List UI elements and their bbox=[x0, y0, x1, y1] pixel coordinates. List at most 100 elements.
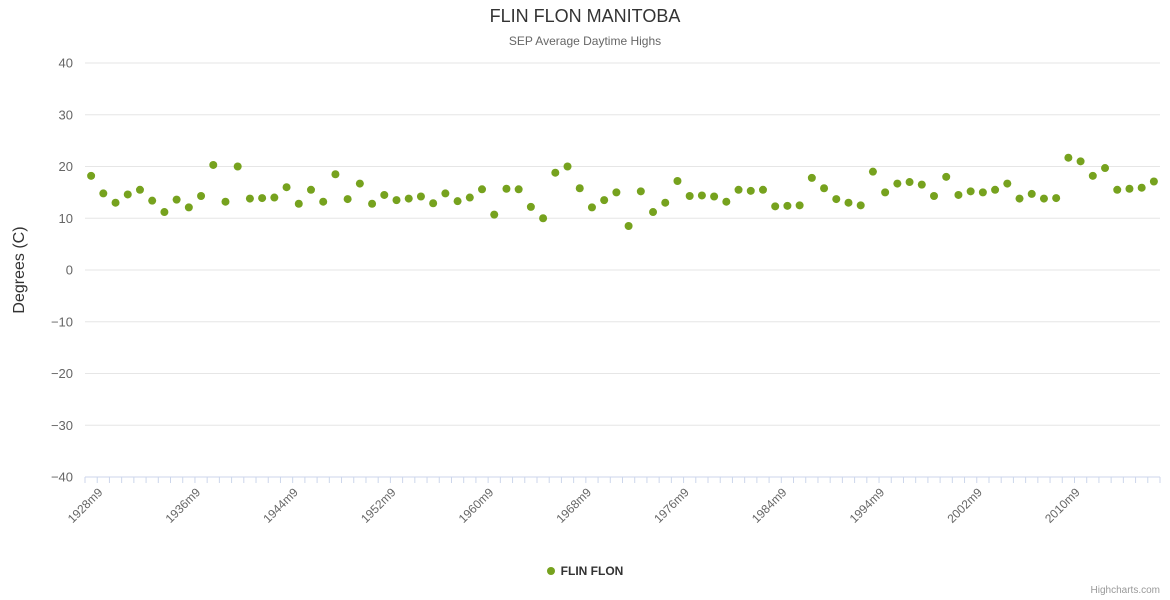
data-point[interactable] bbox=[930, 191, 939, 200]
data-point[interactable] bbox=[771, 202, 780, 211]
data-point[interactable] bbox=[624, 222, 633, 231]
data-point[interactable] bbox=[502, 184, 511, 193]
data-point[interactable] bbox=[197, 191, 206, 200]
data-point[interactable] bbox=[441, 189, 450, 198]
data-point[interactable] bbox=[148, 196, 157, 205]
data-point[interactable] bbox=[514, 185, 523, 194]
data-point[interactable] bbox=[893, 179, 902, 188]
credits-link[interactable]: Highcharts.com bbox=[1090, 585, 1160, 596]
data-point[interactable] bbox=[111, 198, 120, 207]
data-point[interactable] bbox=[355, 179, 364, 188]
data-point[interactable] bbox=[636, 187, 645, 196]
data-point[interactable] bbox=[221, 197, 230, 206]
data-point[interactable] bbox=[392, 196, 401, 205]
data-point[interactable] bbox=[746, 186, 755, 195]
data-point[interactable] bbox=[807, 173, 816, 182]
data-point[interactable] bbox=[758, 185, 767, 194]
y-axis-tick-label: 10 bbox=[59, 211, 73, 226]
y-axis-tick-label: −20 bbox=[51, 366, 73, 381]
data-point[interactable] bbox=[881, 188, 890, 197]
data-point[interactable] bbox=[343, 195, 352, 204]
legend-label: FLIN FLON bbox=[560, 564, 624, 578]
data-point[interactable] bbox=[795, 201, 804, 210]
data-point[interactable] bbox=[270, 193, 279, 202]
data-point[interactable] bbox=[685, 191, 694, 200]
data-point[interactable] bbox=[575, 184, 584, 193]
data-point[interactable] bbox=[1015, 194, 1024, 203]
data-point[interactable] bbox=[245, 194, 254, 203]
data-point[interactable] bbox=[99, 189, 108, 198]
data-point[interactable] bbox=[404, 194, 413, 203]
data-point[interactable] bbox=[331, 170, 340, 179]
data-point[interactable] bbox=[722, 197, 731, 206]
data-point[interactable] bbox=[306, 185, 315, 194]
data-point[interactable] bbox=[429, 199, 438, 208]
data-point[interactable] bbox=[123, 190, 132, 199]
data-point[interactable] bbox=[160, 208, 169, 217]
data-point[interactable] bbox=[209, 160, 218, 169]
data-point[interactable] bbox=[942, 172, 951, 181]
data-point[interactable] bbox=[380, 190, 389, 199]
data-point[interactable] bbox=[1039, 194, 1048, 203]
data-point[interactable] bbox=[612, 188, 621, 197]
data-point[interactable] bbox=[600, 196, 609, 205]
data-point[interactable] bbox=[368, 199, 377, 208]
data-point[interactable] bbox=[416, 192, 425, 201]
data-point[interactable] bbox=[282, 183, 291, 192]
data-point[interactable] bbox=[1088, 171, 1097, 180]
data-point[interactable] bbox=[184, 203, 193, 212]
data-point[interactable] bbox=[820, 184, 829, 193]
data-point[interactable] bbox=[1064, 153, 1073, 162]
data-point[interactable] bbox=[172, 195, 181, 204]
data-point[interactable] bbox=[539, 214, 548, 223]
data-point[interactable] bbox=[991, 185, 1000, 194]
data-point[interactable] bbox=[673, 176, 682, 185]
data-point[interactable] bbox=[905, 178, 914, 187]
data-point[interactable] bbox=[294, 199, 303, 208]
data-point[interactable] bbox=[917, 180, 926, 189]
data-point[interactable] bbox=[868, 167, 877, 176]
data-point[interactable] bbox=[587, 203, 596, 212]
data-point[interactable] bbox=[697, 191, 706, 200]
data-point[interactable] bbox=[1137, 183, 1146, 192]
data-point[interactable] bbox=[1113, 185, 1122, 194]
data-point[interactable] bbox=[87, 171, 96, 180]
data-point[interactable] bbox=[1052, 194, 1061, 203]
data-point[interactable] bbox=[649, 208, 658, 217]
legend-item[interactable]: FLIN FLON bbox=[0, 564, 1170, 578]
x-axis-tick-label: 1960m9 bbox=[456, 485, 497, 526]
data-point[interactable] bbox=[551, 168, 560, 177]
data-point[interactable] bbox=[233, 162, 242, 171]
data-point[interactable] bbox=[453, 197, 462, 206]
data-point[interactable] bbox=[478, 185, 487, 194]
data-point[interactable] bbox=[661, 198, 670, 207]
data-point[interactable] bbox=[319, 197, 328, 206]
data-point[interactable] bbox=[954, 190, 963, 199]
data-point[interactable] bbox=[258, 194, 267, 203]
data-point[interactable] bbox=[1076, 157, 1085, 166]
data-point[interactable] bbox=[832, 195, 841, 204]
data-point[interactable] bbox=[490, 210, 499, 219]
x-axis-tick-label: 1944m9 bbox=[260, 485, 301, 526]
data-point[interactable] bbox=[1125, 184, 1134, 193]
data-point[interactable] bbox=[734, 185, 743, 194]
data-point[interactable] bbox=[1003, 179, 1012, 188]
data-point[interactable] bbox=[563, 162, 572, 171]
y-axis-tick-label: −40 bbox=[51, 470, 73, 485]
data-point[interactable] bbox=[856, 201, 865, 210]
data-point[interactable] bbox=[135, 185, 144, 194]
data-point[interactable] bbox=[783, 201, 792, 210]
data-point[interactable] bbox=[1149, 177, 1158, 186]
data-point[interactable] bbox=[1101, 164, 1110, 173]
data-point[interactable] bbox=[966, 187, 975, 196]
data-point[interactable] bbox=[978, 188, 987, 197]
data-point[interactable] bbox=[710, 192, 719, 201]
data-point[interactable] bbox=[1027, 189, 1036, 198]
data-point[interactable] bbox=[465, 193, 474, 202]
y-axis-tick-label: 40 bbox=[59, 56, 73, 71]
x-axis-tick-label: 1976m9 bbox=[651, 485, 692, 526]
data-point[interactable] bbox=[844, 198, 853, 207]
data-point[interactable] bbox=[526, 202, 535, 211]
y-axis-tick-label: 0 bbox=[66, 263, 73, 278]
